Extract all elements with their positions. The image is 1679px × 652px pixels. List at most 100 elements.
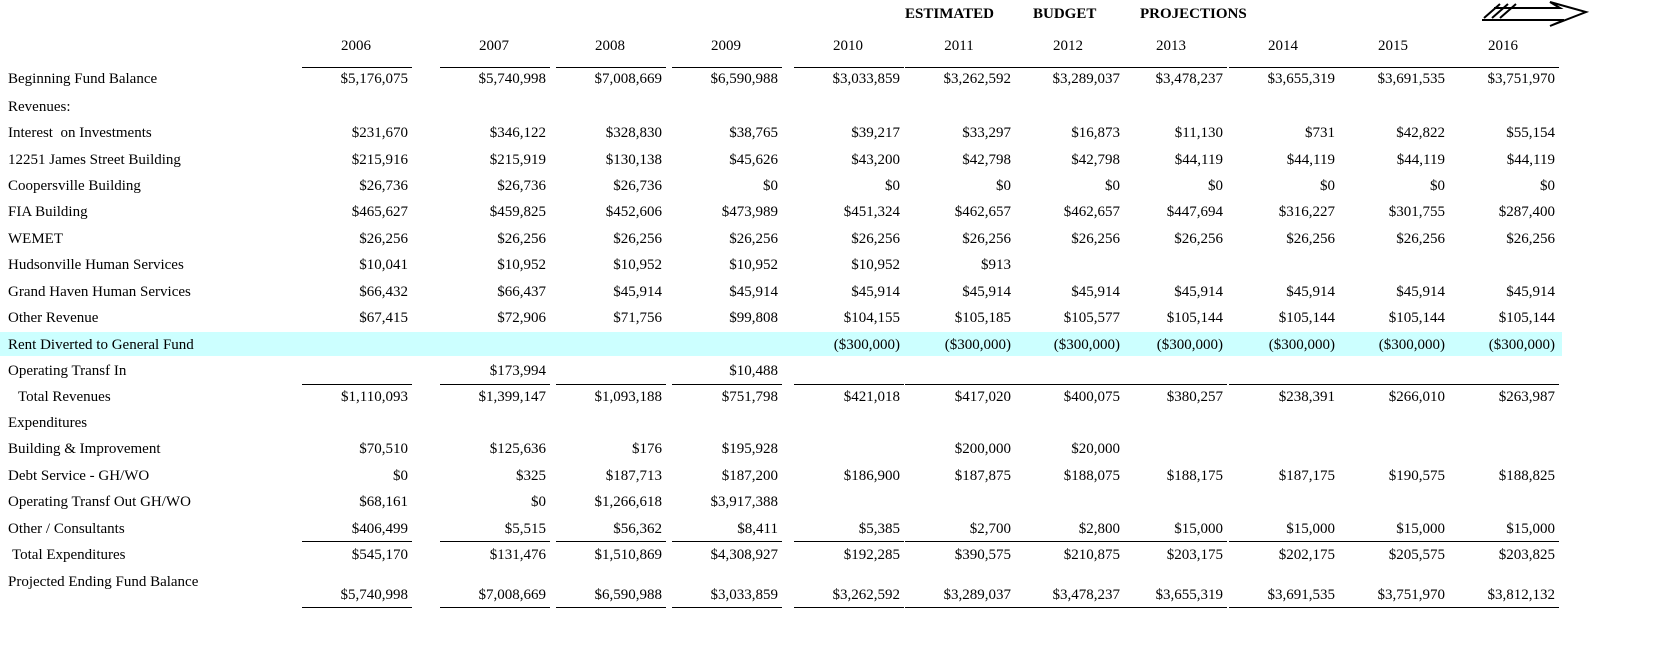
underline (672, 541, 782, 542)
cell-value: $15,000 (1506, 521, 1555, 537)
cell-value: $26,256 (359, 231, 408, 247)
cell-value: $266,010 (1388, 389, 1445, 405)
arrow-icon (1482, 1, 1590, 27)
cell-value: $16,873 (1071, 125, 1120, 141)
cell-value: $173,994 (489, 363, 546, 379)
cell-value: ($300,000) (1156, 337, 1223, 353)
cell-value: $263,987 (1498, 389, 1555, 405)
underline (672, 384, 782, 385)
cell-value: $400,075 (1063, 389, 1120, 405)
cell-value: $3,655,319 (1267, 71, 1336, 87)
cell-value: $346,122 (489, 125, 546, 141)
cell-value: $7,008,669 (594, 71, 663, 87)
cell-value: $176 (632, 441, 662, 457)
cell-value: $125,636 (489, 441, 546, 457)
cell-value: $406,499 (351, 521, 408, 537)
row-label: Projected Ending Fund Balance (8, 574, 199, 590)
cell-value: $316,227 (1278, 204, 1335, 220)
cell-value: $38,765 (729, 125, 778, 141)
cell-value: $473,989 (721, 204, 778, 220)
row-label: 12251 James Street Building (8, 152, 181, 168)
cell-value: ($300,000) (1053, 337, 1120, 353)
cell-value: $105,144 (1278, 310, 1335, 326)
cell-value: $1,093,188 (594, 389, 663, 405)
cell-value: $3,478,237 (1052, 587, 1121, 603)
cell-value: $45,914 (851, 284, 900, 300)
cell-value: $45,914 (1506, 284, 1555, 300)
row-label: Other Revenue (8, 310, 99, 326)
cell-value: $45,914 (729, 284, 778, 300)
underline (1229, 384, 1339, 385)
cell-value: $3,478,237 (1155, 71, 1224, 87)
underline (672, 607, 782, 608)
underline (1014, 541, 1124, 542)
cell-value: $3,033,859 (710, 587, 779, 603)
cell-value: $26,736 (359, 178, 408, 194)
row-label: Other / Consultants (8, 521, 125, 537)
year-header: 2014 (1268, 38, 1298, 54)
cell-value: $1,510,869 (594, 547, 663, 563)
underline (905, 384, 1015, 385)
cell-value: $5,515 (504, 521, 546, 537)
cell-value: $200,000 (954, 441, 1011, 457)
cell-value: $26,256 (1506, 231, 1555, 247)
row-label: Debt Service - GH/WO (8, 468, 150, 484)
cell-value: $26,736 (613, 178, 662, 194)
cell-value: ($300,000) (1378, 337, 1445, 353)
cell-value: $55,154 (1506, 125, 1555, 141)
cell-value: $130,138 (605, 152, 662, 168)
cell-value: $0 (1320, 178, 1335, 194)
cell-value: $328,830 (605, 125, 662, 141)
cell-value: $44,119 (1286, 152, 1335, 168)
underline (905, 607, 1015, 608)
cell-value: $26,256 (1396, 231, 1445, 247)
header-title: ESTIMATED (905, 6, 994, 22)
cell-value: $26,256 (729, 231, 778, 247)
cell-value: $301,755 (1388, 204, 1445, 220)
cell-value: $190,575 (1388, 468, 1445, 484)
cell-value: $26,256 (851, 231, 900, 247)
cell-value: $5,740,998 (478, 71, 547, 87)
cell-value: $15,000 (1396, 521, 1445, 537)
cell-value: $42,798 (1071, 152, 1120, 168)
cell-value: $7,008,669 (478, 587, 547, 603)
cell-value: $3,751,970 (1487, 71, 1556, 87)
underline (1229, 607, 1339, 608)
cell-value: $45,914 (1174, 284, 1223, 300)
underline (440, 67, 550, 68)
underline (794, 607, 904, 608)
cell-value: $131,476 (489, 547, 546, 563)
cell-value: $215,916 (351, 152, 408, 168)
underline (1449, 607, 1559, 608)
cell-value: ($300,000) (833, 337, 900, 353)
cell-value: $45,914 (1286, 284, 1335, 300)
cell-value: $6,590,988 (594, 587, 663, 603)
cell-value: $0 (393, 468, 408, 484)
underline (302, 541, 412, 542)
row-label: Operating Transf In (8, 363, 127, 379)
underline (1449, 384, 1559, 385)
cell-value: $26,256 (1071, 231, 1120, 247)
cell-value: $187,875 (954, 468, 1011, 484)
underline (440, 607, 550, 608)
cell-value: $26,256 (962, 231, 1011, 247)
cell-value: $731 (1305, 125, 1335, 141)
underline (440, 541, 550, 542)
cell-value: $215,919 (489, 152, 546, 168)
row-label: Rent Diverted to General Fund (8, 337, 194, 353)
row-label: Interest on Investments (8, 125, 152, 141)
cell-value: $0 (1430, 178, 1445, 194)
header-title: BUDGET (1033, 6, 1097, 22)
underline (1014, 67, 1124, 68)
underline (1449, 67, 1559, 68)
underline (794, 67, 904, 68)
row-label: Hudsonville Human Services (8, 257, 184, 273)
underline (1117, 67, 1227, 68)
cell-value: $39,217 (851, 125, 900, 141)
cell-value: $390,575 (954, 547, 1011, 563)
cell-value: $44,119 (1506, 152, 1555, 168)
cell-value: $913 (981, 257, 1011, 273)
cell-value: $5,176,075 (340, 71, 409, 87)
underline (1117, 384, 1227, 385)
cell-value: $3,033,859 (832, 71, 901, 87)
